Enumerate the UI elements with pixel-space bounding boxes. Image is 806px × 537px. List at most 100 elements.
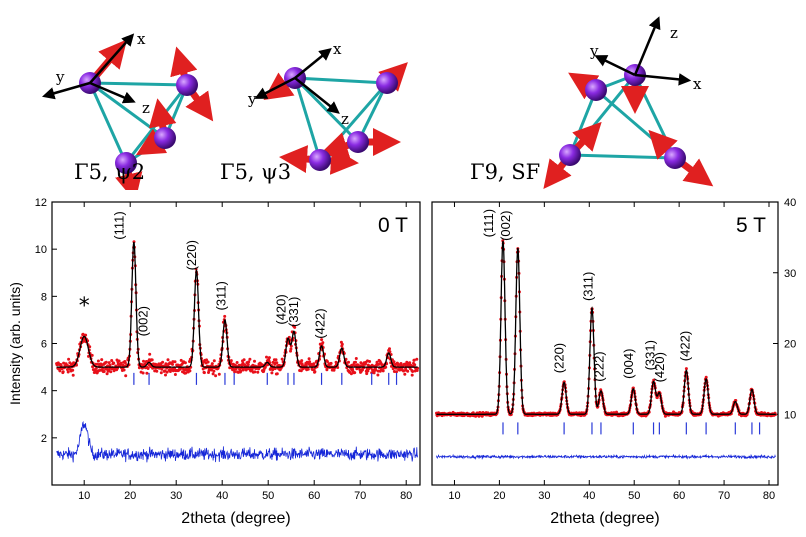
observed-point [194, 267, 198, 271]
observed-point [325, 360, 329, 363]
difference-curve [56, 420, 418, 463]
observed-point [652, 378, 656, 382]
observed-point [395, 370, 398, 374]
y-tick-label: 20 [784, 339, 796, 351]
observed-point [166, 358, 170, 362]
observed-point [146, 367, 150, 370]
y-tick-label: 8 [41, 291, 47, 303]
observed-point [293, 325, 297, 329]
observed-point [408, 361, 412, 365]
x-axis-label: 2theta (degree) [181, 510, 290, 527]
miller-label: (004) [621, 349, 636, 379]
observed-point [90, 353, 94, 357]
x-tick-label: 40 [216, 490, 228, 502]
x-tick-label: 70 [354, 490, 366, 502]
observed-point [205, 358, 208, 362]
observed-point [71, 373, 75, 377]
difference-curve [436, 453, 776, 461]
observed-point [140, 363, 144, 367]
miller-label: (220) [552, 343, 567, 373]
y-axis-label: Intensity (arb. units) [7, 282, 23, 405]
x-tick-label: 20 [124, 490, 136, 502]
observed-point [212, 369, 216, 373]
observed-point [173, 360, 177, 364]
observed-point [300, 359, 304, 363]
axis-x-label: x [333, 40, 342, 58]
observed-point [188, 369, 192, 373]
observed-point [101, 367, 105, 371]
observed-point [280, 357, 284, 361]
calculated-curve [56, 241, 418, 368]
axis-y-label: y [589, 42, 599, 60]
observed-point [239, 369, 243, 373]
observed-point [155, 369, 159, 373]
observed-point [381, 369, 385, 373]
tetrahedron-gamma5-psi3: x y z [247, 40, 408, 175]
observed-point [112, 361, 116, 365]
axis-z-label: z [670, 24, 678, 42]
y-tick-label: 10 [35, 244, 47, 256]
observed-point [206, 360, 210, 364]
observed-point [349, 372, 353, 376]
observed-point [289, 347, 293, 351]
observed-point [313, 370, 317, 374]
observed-point [94, 366, 98, 370]
miller-label: (111) [112, 211, 127, 239]
observed-point [150, 358, 154, 362]
observed-point [378, 369, 382, 373]
miller-label: (420) [274, 294, 289, 324]
y-tick-label: 2 [41, 433, 47, 445]
field-label: 0 T [378, 214, 408, 237]
observed-point [375, 360, 379, 364]
observed-point [704, 375, 708, 379]
miller-label: (311) [213, 281, 228, 310]
x-tick-label: 60 [308, 490, 320, 502]
axis-x-label: x [137, 30, 146, 48]
observed-point [406, 369, 410, 373]
config-label-gamma9-sf: Γ9, SF [470, 160, 541, 184]
observed-point [165, 370, 169, 374]
local-axes [254, 48, 340, 114]
observed-point [124, 374, 128, 378]
impurity-marker: * [79, 294, 90, 319]
observed-point [117, 359, 121, 363]
axis-y-label: y [247, 90, 257, 108]
observed-point [108, 363, 112, 367]
observed-point [229, 359, 233, 363]
observed-point [307, 357, 311, 361]
observed-point [265, 355, 268, 359]
observed-point [61, 370, 65, 374]
y-tick-label: 4 [41, 386, 47, 398]
x-tick-label: 40 [583, 490, 595, 502]
x-tick-label: 60 [673, 490, 685, 502]
miller-label: (220) [184, 240, 199, 270]
observed-point [237, 363, 241, 367]
x-tick-label: 70 [718, 490, 730, 502]
miller-label: (422) [312, 308, 327, 338]
observed-point [119, 361, 123, 365]
observed-point [107, 361, 111, 365]
observed-point [214, 374, 218, 378]
axis-z-label: z [142, 99, 150, 117]
observed-point [99, 368, 102, 372]
x-tick-label: 20 [493, 490, 505, 502]
observed-point [242, 358, 246, 362]
x-tick-label: 10 [78, 490, 90, 502]
x-tick-label: 30 [538, 490, 550, 502]
observed-point [275, 361, 279, 365]
axis-z-label: z [341, 110, 349, 128]
miller-label: (111) [481, 209, 496, 237]
observed-point [100, 358, 104, 362]
plot-frame [51, 201, 421, 486]
miller-label: (002) [498, 211, 513, 241]
observed-point [148, 352, 152, 356]
observed-point [173, 373, 177, 376]
observed-point [353, 371, 357, 375]
atoms [79, 72, 198, 174]
observed-point [161, 360, 165, 364]
observed-point [388, 347, 391, 351]
observed-point [399, 362, 403, 365]
observed-point [377, 362, 381, 366]
observed-point [256, 370, 260, 374]
observed-point [374, 368, 378, 372]
